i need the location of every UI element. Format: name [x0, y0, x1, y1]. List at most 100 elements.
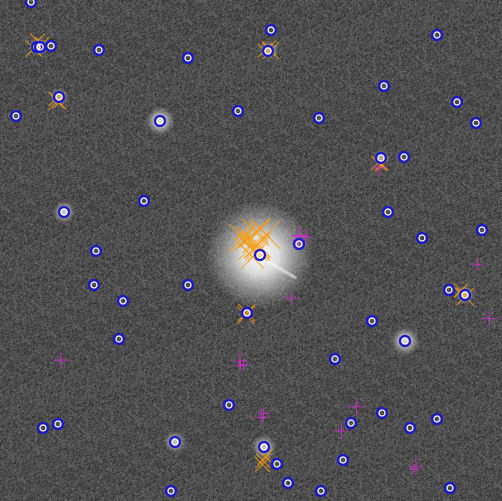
- source-ring: [443, 481, 457, 495]
- source-core: [368, 317, 376, 325]
- mask-cross-stroke: [456, 287, 475, 306]
- source-ring: [52, 90, 66, 104]
- source-marker: [292, 237, 306, 251]
- source-core: [331, 355, 339, 363]
- mask-cross-stroke: [255, 453, 271, 468]
- source-marker: [450, 95, 464, 109]
- source-core: [384, 208, 392, 216]
- source-core: [119, 297, 127, 305]
- source-marker: [253, 248, 267, 262]
- source-core: [347, 419, 355, 427]
- mask-cross-stroke: [254, 456, 271, 473]
- source-marker: [442, 283, 456, 297]
- source-marker: [403, 421, 417, 435]
- source-ring: [57, 205, 71, 219]
- source-ring: [381, 205, 395, 219]
- source-core: [60, 208, 68, 216]
- source-core: [36, 43, 44, 51]
- mask-cross-stroke: [247, 220, 269, 243]
- source-marker: [443, 481, 457, 495]
- source-core: [167, 487, 175, 495]
- source-marker: [240, 306, 254, 320]
- source-marker: [430, 412, 444, 426]
- artifact-mask-marker: [285, 291, 298, 306]
- source-core: [400, 153, 408, 161]
- source-marker: [181, 278, 195, 292]
- source-marker: [112, 332, 126, 346]
- source-ring: [164, 484, 178, 498]
- mask-cross-stroke: [245, 231, 272, 259]
- source-core: [433, 31, 441, 39]
- source-ring: [253, 248, 267, 262]
- artifact-mask-marker: [53, 352, 69, 369]
- source-core: [184, 281, 192, 289]
- source-ring: [442, 283, 456, 297]
- source-core: [243, 309, 251, 317]
- source-ring: [314, 484, 328, 498]
- source-core: [445, 286, 453, 294]
- source-marker: [475, 223, 489, 237]
- source-marker: [52, 90, 66, 104]
- saturation-mask-marker: [228, 218, 281, 269]
- source-marker: [168, 435, 182, 449]
- source-ring: [365, 314, 379, 328]
- source-marker: [398, 334, 412, 348]
- source-core: [284, 479, 292, 487]
- source-ring: [51, 417, 65, 431]
- source-marker: [397, 150, 411, 164]
- source-core: [264, 47, 272, 55]
- source-ring: [168, 435, 182, 449]
- source-ring: [9, 109, 23, 123]
- source-ring: [261, 44, 275, 58]
- source-marker: [270, 457, 284, 471]
- source-ring: [257, 440, 271, 454]
- source-ring: [430, 28, 444, 42]
- source-marker: [164, 484, 178, 498]
- mask-cross-stroke: [237, 303, 256, 322]
- source-ring: [398, 334, 412, 348]
- source-ring: [33, 40, 47, 54]
- source-ring: [222, 398, 236, 412]
- source-ring: [403, 421, 417, 435]
- source-core: [234, 107, 242, 115]
- source-core: [461, 291, 469, 299]
- source-marker: [57, 205, 71, 219]
- source-marker: [430, 28, 444, 42]
- source-marker: [336, 453, 350, 467]
- mask-cross-stroke: [250, 218, 271, 239]
- source-ring: [374, 151, 388, 165]
- source-core: [95, 46, 103, 54]
- source-marker: [153, 114, 167, 128]
- source-ring: [36, 421, 50, 435]
- source-core: [27, 0, 35, 6]
- source-ring: [89, 244, 103, 258]
- source-marker: [375, 406, 389, 420]
- source-ring: [116, 294, 130, 308]
- source-ring: [336, 453, 350, 467]
- source-ring: [292, 237, 306, 251]
- source-marker: [51, 417, 65, 431]
- source-ring: [181, 278, 195, 292]
- source-ring: [231, 104, 245, 118]
- source-marker: [469, 116, 483, 130]
- source-marker: [222, 398, 236, 412]
- source-ring: [281, 476, 295, 490]
- source-ring: [458, 288, 472, 302]
- source-core: [406, 424, 414, 432]
- source-marker: [89, 244, 103, 258]
- artifact-mask-marker: [334, 422, 349, 440]
- source-core: [267, 26, 275, 34]
- artifact-mask-marker: [232, 352, 249, 371]
- source-marker: [415, 231, 429, 245]
- source-core: [156, 117, 164, 125]
- mask-cross-stroke: [239, 231, 256, 248]
- source-core: [273, 460, 281, 468]
- source-ring: [450, 95, 464, 109]
- source-marker: [116, 294, 130, 308]
- source-ring: [137, 194, 151, 208]
- source-marker: [281, 476, 295, 490]
- source-ring: [312, 111, 326, 125]
- source-ring: [415, 231, 429, 245]
- source-core: [433, 415, 441, 423]
